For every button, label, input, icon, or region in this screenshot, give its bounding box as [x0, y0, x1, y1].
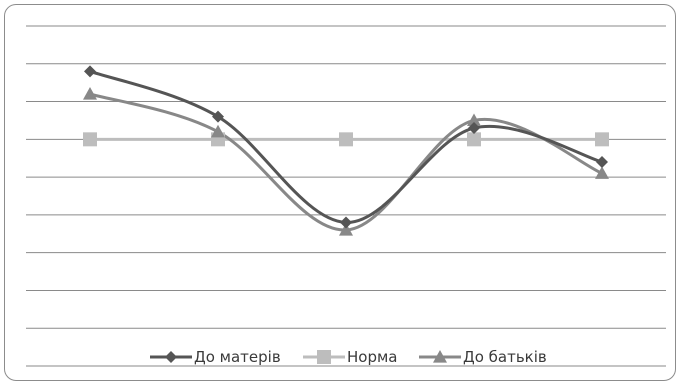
- legend-entry-series-1: До матерів: [150, 348, 281, 366]
- data-point-series-2-3: [339, 132, 353, 147]
- legend-marker-square: [317, 350, 331, 364]
- data-point-series-2-5: [595, 132, 609, 147]
- data-point-series-3-4: [467, 113, 481, 127]
- data-point-series-2-4: [467, 132, 481, 147]
- data-point-series-3-1: [83, 87, 97, 100]
- legend: До матерів Норма До батьків: [150, 348, 547, 366]
- data-markers: [83, 65, 609, 236]
- data-point-series-1-1: [84, 65, 96, 78]
- data-point-series-1-5: [596, 156, 608, 168]
- legend-label-series-2: Норма: [347, 348, 398, 366]
- legend-entry-series-2: Норма: [303, 348, 398, 366]
- chart-frame: [4, 4, 676, 381]
- gridlines: [26, 25, 666, 367]
- series-line-1: [88, 69, 604, 224]
- data-point-series-3-5: [595, 166, 609, 179]
- series-line-3: [88, 92, 604, 232]
- data-point-series-3-2: [211, 124, 225, 138]
- legend-marker-triangle: [433, 350, 447, 363]
- data-point-series-1-4: [468, 122, 480, 134]
- data-point-series-1-2: [212, 110, 224, 123]
- legend-label-series-3: До батьків: [463, 348, 547, 366]
- series-lines: [88, 69, 604, 232]
- legend-marker-diamond: [165, 351, 177, 363]
- legend-entry-series-3: До батьків: [419, 348, 547, 366]
- data-point-series-1-3: [340, 216, 352, 229]
- legend-label-series-1: До матерів: [194, 348, 281, 366]
- data-point-series-3-3: [339, 223, 353, 236]
- data-point-series-2-1: [83, 132, 97, 147]
